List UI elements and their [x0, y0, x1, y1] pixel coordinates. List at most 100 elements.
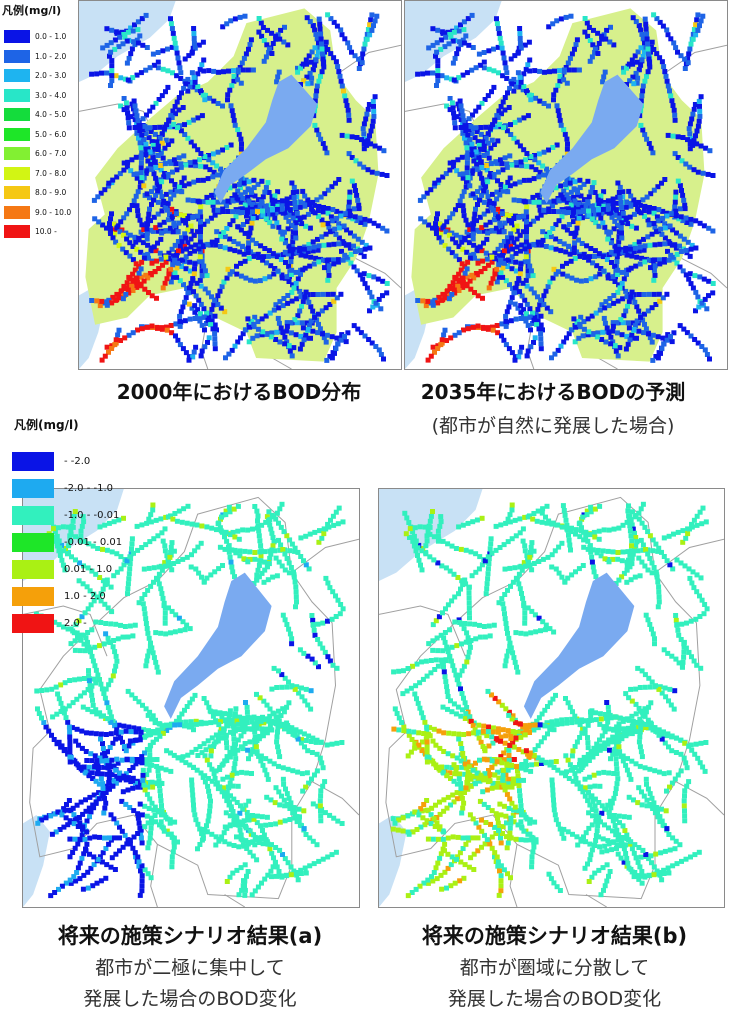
- river-cell: [304, 15, 310, 21]
- river-cell: [594, 334, 600, 340]
- river-cell: [537, 98, 543, 104]
- river-cell: [118, 32, 124, 37]
- river-cell: [611, 226, 617, 232]
- river-cell: [340, 257, 346, 263]
- river-cell: [202, 268, 208, 274]
- river-cell: [567, 55, 573, 61]
- river-cell: [134, 246, 140, 252]
- river-cell: [300, 299, 306, 305]
- river-cell: [683, 247, 689, 253]
- river-cell: [101, 750, 107, 756]
- river-cell: [377, 145, 383, 151]
- river-cell: [624, 271, 629, 277]
- river-cell: [120, 844, 126, 850]
- river-cell: [188, 244, 194, 250]
- river-cell: [248, 320, 254, 326]
- river-cell: [498, 40, 504, 46]
- river-cell: [89, 692, 95, 698]
- river-cell: [515, 305, 521, 311]
- river-cell: [455, 101, 461, 107]
- river-cell: [143, 706, 149, 712]
- river-cell: [170, 274, 176, 280]
- river-cell: [494, 323, 500, 328]
- river-cell: [299, 341, 305, 347]
- river-cell: [139, 326, 145, 332]
- river-cell: [292, 548, 298, 554]
- river-cell: [138, 274, 144, 280]
- river-cell: [160, 48, 166, 54]
- river-cell: [507, 282, 512, 288]
- river-cell: [449, 291, 455, 297]
- river-cell: [362, 281, 368, 287]
- river-cell: [615, 222, 621, 228]
- river-cell: [315, 236, 320, 242]
- river-cell: [635, 49, 641, 55]
- river-cell: [156, 808, 162, 814]
- river-cell: [127, 805, 133, 810]
- river-cell: [346, 242, 352, 248]
- river-cell: [605, 275, 611, 281]
- river-cell: [302, 865, 308, 871]
- river-cell: [333, 231, 339, 237]
- river-cell: [199, 574, 204, 580]
- river-cell: [646, 51, 651, 57]
- river-cell: [349, 134, 355, 140]
- river-cell: [156, 581, 162, 587]
- river-cell: [647, 242, 653, 248]
- river-cell: [487, 219, 493, 225]
- river-cell: [137, 737, 143, 743]
- river-cell: [485, 326, 491, 332]
- river-cell: [256, 736, 262, 742]
- river-cell: [220, 24, 226, 30]
- river-cell: [310, 209, 316, 215]
- river-cell: [362, 216, 368, 222]
- river-cell: [107, 53, 112, 59]
- river-cell: [325, 267, 331, 273]
- river-cell: [664, 213, 670, 219]
- river-cell: [76, 578, 82, 584]
- river-cell: [228, 103, 234, 109]
- river-cell: [589, 204, 595, 210]
- river-cell: [434, 216, 439, 222]
- river-cell: [607, 39, 613, 45]
- river-cell: [662, 235, 668, 241]
- map-bod-2035-prediction: [404, 0, 728, 370]
- river-cell: [286, 343, 292, 349]
- river-cell: [127, 232, 133, 238]
- river-cell: [252, 556, 258, 562]
- river-cell: [463, 33, 469, 39]
- river-cell: [532, 157, 538, 163]
- river-cell: [181, 183, 187, 189]
- river-cell: [508, 132, 514, 137]
- river-cell: [182, 299, 188, 305]
- river-cell: [80, 581, 86, 587]
- river-cell: [582, 29, 588, 35]
- river-cell: [121, 32, 127, 37]
- river-cell: [498, 182, 504, 187]
- river-cell: [373, 344, 379, 349]
- river-cell: [330, 513, 336, 519]
- river-cell: [442, 292, 448, 298]
- river-cell: [565, 206, 571, 212]
- river-cell: [460, 130, 466, 136]
- river-cell: [100, 746, 106, 751]
- river-cell: [138, 734, 144, 740]
- river-cell: [338, 210, 344, 216]
- river-cell: [87, 851, 92, 857]
- river-cell: [247, 828, 253, 834]
- river-cell: [212, 313, 218, 319]
- river-cell: [108, 584, 114, 590]
- river-cell: [146, 648, 152, 654]
- river-cell: [261, 832, 267, 838]
- river-cell: [347, 245, 353, 251]
- river-cell: [158, 167, 164, 173]
- river-cell: [564, 192, 570, 198]
- river-cell: [608, 341, 614, 347]
- river-cell: [107, 226, 113, 231]
- river-cell: [687, 136, 693, 142]
- river-cell: [504, 70, 510, 76]
- river-cell: [430, 299, 436, 305]
- river-cell: [579, 241, 585, 246]
- river-cell: [312, 45, 318, 51]
- river-cell: [120, 789, 126, 795]
